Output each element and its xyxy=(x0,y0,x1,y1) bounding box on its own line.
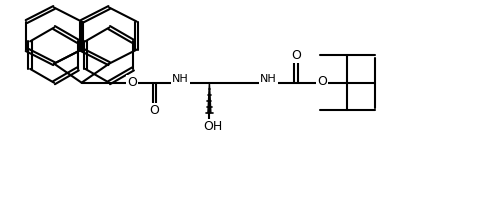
Text: NH: NH xyxy=(260,74,276,84)
Text: O: O xyxy=(127,76,137,89)
Polygon shape xyxy=(208,83,211,113)
Text: NH: NH xyxy=(172,74,188,84)
Text: O: O xyxy=(149,104,159,117)
Text: O: O xyxy=(291,49,301,62)
Text: OH: OH xyxy=(203,120,222,133)
Text: O: O xyxy=(317,75,327,88)
